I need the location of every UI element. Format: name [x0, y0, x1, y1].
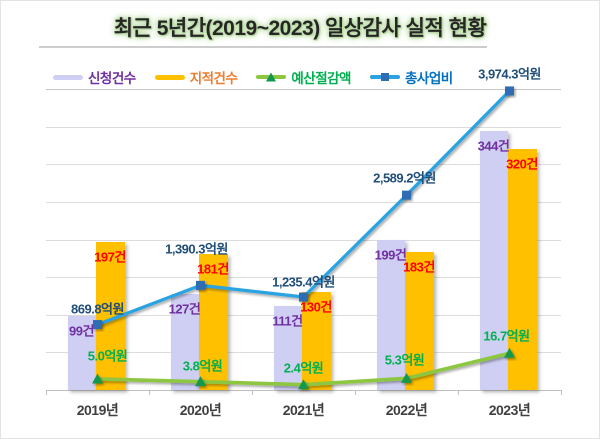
- data-label-total-project-cost-2019년: 869.8억원: [71, 301, 124, 317]
- x-axis-tick: [561, 390, 562, 395]
- data-label-budget-savings-2021년: 2.4억원: [283, 360, 324, 376]
- gridline: [46, 89, 561, 90]
- gridline: [46, 126, 561, 128]
- data-label-budget-savings-2023년: 16.7억원: [483, 328, 530, 344]
- triangle-marker-icon: [266, 72, 277, 82]
- x-axis-label-2020년: 2020년: [179, 402, 222, 418]
- x-axis-tick: [355, 390, 356, 395]
- legend-label: 예산절감액: [291, 71, 351, 86]
- x-axis-tick: [458, 390, 459, 395]
- bar-swatch-icon: [154, 74, 185, 80]
- legend-item-budget-savings[interactable]: 예산절감액: [256, 67, 351, 87]
- legend-label: 신청건수: [88, 71, 136, 86]
- x-axis-label-2021년: 2021년: [282, 402, 325, 418]
- legend-item-total-project-cost[interactable]: 총사업비: [369, 67, 453, 87]
- legend-item-applications[interactable]: 신청건수: [53, 67, 136, 87]
- x-axis-tick: [149, 390, 150, 395]
- bar-applications-2019년: [67, 315, 96, 390]
- data-label-findings-2020년: 181건: [197, 261, 229, 277]
- legend-label: 총사업비: [404, 71, 453, 86]
- data-label-applications-2021년: 111건: [272, 313, 303, 329]
- bar-findings-2023년: [507, 149, 537, 390]
- bar-applications-2023년: [479, 131, 508, 390]
- data-label-total-project-cost-2021년: 1,235.4억원: [272, 274, 335, 290]
- x-axis-tick: [252, 390, 253, 395]
- data-label-applications-2022년: 199건: [374, 247, 407, 263]
- legend-label: 지적건수: [189, 71, 238, 86]
- data-label-total-project-cost-2020년: 1,390.3억원: [165, 241, 228, 257]
- x-axis-line: [46, 390, 561, 391]
- x-axis-label-2022년: 2022년: [385, 402, 428, 418]
- marker-square-total-project-cost-2023년: [505, 86, 514, 96]
- data-label-findings-2023년: 320건: [506, 156, 538, 172]
- legend: 신청건수 지적건수 예산절감액 총사업비: [53, 67, 453, 87]
- line-swatch-icon: [256, 72, 287, 82]
- square-marker-icon: [380, 73, 389, 81]
- title-divider: [39, 46, 487, 48]
- data-label-findings-2021년: 130건: [300, 299, 332, 315]
- x-axis-tick: [46, 390, 47, 395]
- x-axis-label-2019년: 2019년: [76, 402, 119, 418]
- data-label-budget-savings-2020년: 3.8억원: [182, 358, 223, 374]
- chart-title: 최근 5년간(2019~2023) 일상감사 실적 현황: [113, 17, 487, 40]
- data-label-applications-2023년: 344건: [477, 138, 510, 154]
- bar-swatch-icon: [53, 74, 83, 80]
- data-label-budget-savings-2022년: 5.3억원: [384, 352, 425, 368]
- line-swatch-icon: [369, 73, 400, 81]
- data-label-applications-2020년: 127건: [168, 301, 201, 317]
- data-label-findings-2019년: 197건: [94, 249, 126, 265]
- data-label-total-project-cost-2023년: 3,974.3억원: [478, 66, 541, 82]
- data-label-budget-savings-2019년: 5.0억원: [87, 348, 128, 364]
- data-label-applications-2019년: 99건: [69, 323, 94, 338]
- x-axis-label-2023년: 2023년: [488, 402, 531, 418]
- marker-square-total-project-cost-2022년: [402, 190, 411, 200]
- legend-item-findings[interactable]: 지적건수: [154, 67, 238, 87]
- data-label-total-project-cost-2022년: 2,589.2억원: [373, 170, 436, 186]
- data-label-findings-2022년: 183건: [403, 259, 435, 275]
